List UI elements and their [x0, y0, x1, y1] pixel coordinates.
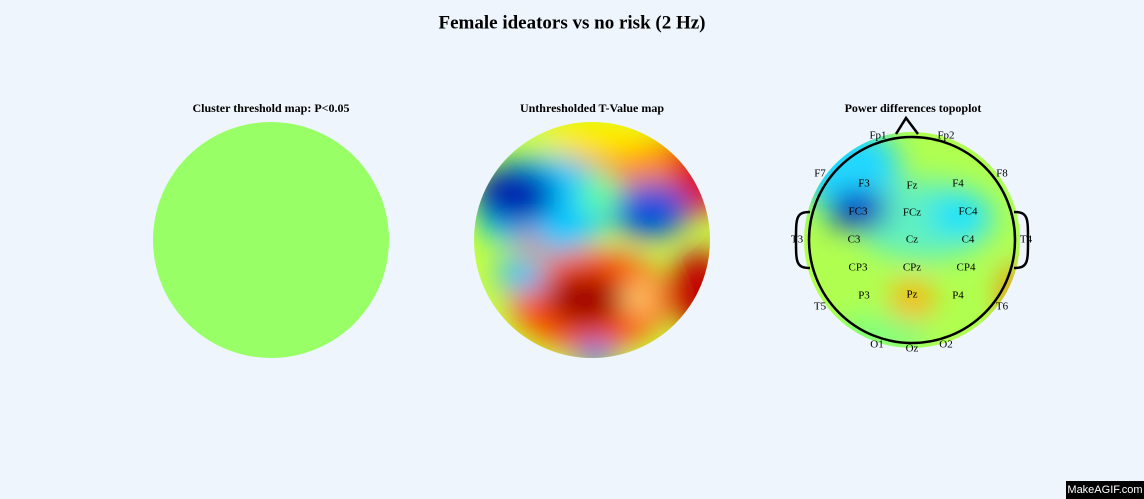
t-value-map	[474, 122, 710, 358]
electrode-label: Fp2	[937, 130, 954, 142]
electrode-label: O1	[870, 339, 883, 351]
electrode-label: Pz	[907, 289, 918, 301]
watermark-box	[1066, 481, 1144, 499]
electrode-label: O2	[939, 339, 952, 351]
electrode-labels: Fp1 Fp2 F7 F3 Fz F4 F8 FC3 FCz FC4 T3 C3 Cz C4 T4 CP3 CP…	[791, 130, 1033, 355]
panel-title: Cluster threshold map: P<0.05	[192, 101, 349, 115]
electrode-label: Cz	[906, 234, 918, 246]
panel-title: Unthresholded T-Value map	[520, 101, 664, 115]
electrode-label: P3	[858, 290, 870, 302]
electrode-label: C3	[848, 234, 861, 246]
electrode-label: Fp1	[869, 130, 886, 142]
cluster-map	[153, 122, 389, 358]
electrode-label: T6	[996, 301, 1009, 313]
electrode-label: Oz	[906, 343, 919, 355]
electrode-label: CP3	[849, 262, 868, 274]
panel-title: Power differences topoplot	[845, 101, 982, 115]
electrode-label: FC4	[959, 206, 978, 218]
electrode-label: CP4	[957, 262, 976, 274]
electrode-label: Fz	[907, 180, 918, 192]
watermark: MakeAGIF.com	[1067, 484, 1142, 496]
electrode-label: T5	[814, 301, 827, 313]
electrode-label: C4	[962, 234, 975, 246]
electrode-label: FC3	[849, 206, 868, 218]
figure-title: Female ideators vs no risk (2 Hz)	[438, 12, 705, 33]
electrode-label: F8	[996, 168, 1008, 180]
electrode-label: P4	[952, 290, 964, 302]
electrode-label: T3	[791, 234, 804, 246]
electrode-label: F7	[814, 168, 826, 180]
electrode-label: T4	[1020, 234, 1033, 246]
electrode-label: F3	[858, 178, 870, 190]
electrode-label: F4	[952, 178, 964, 190]
electrode-label: CPz	[903, 262, 921, 274]
electrode-label: FCz	[903, 207, 921, 219]
head-outline	[794, 115, 1030, 345]
